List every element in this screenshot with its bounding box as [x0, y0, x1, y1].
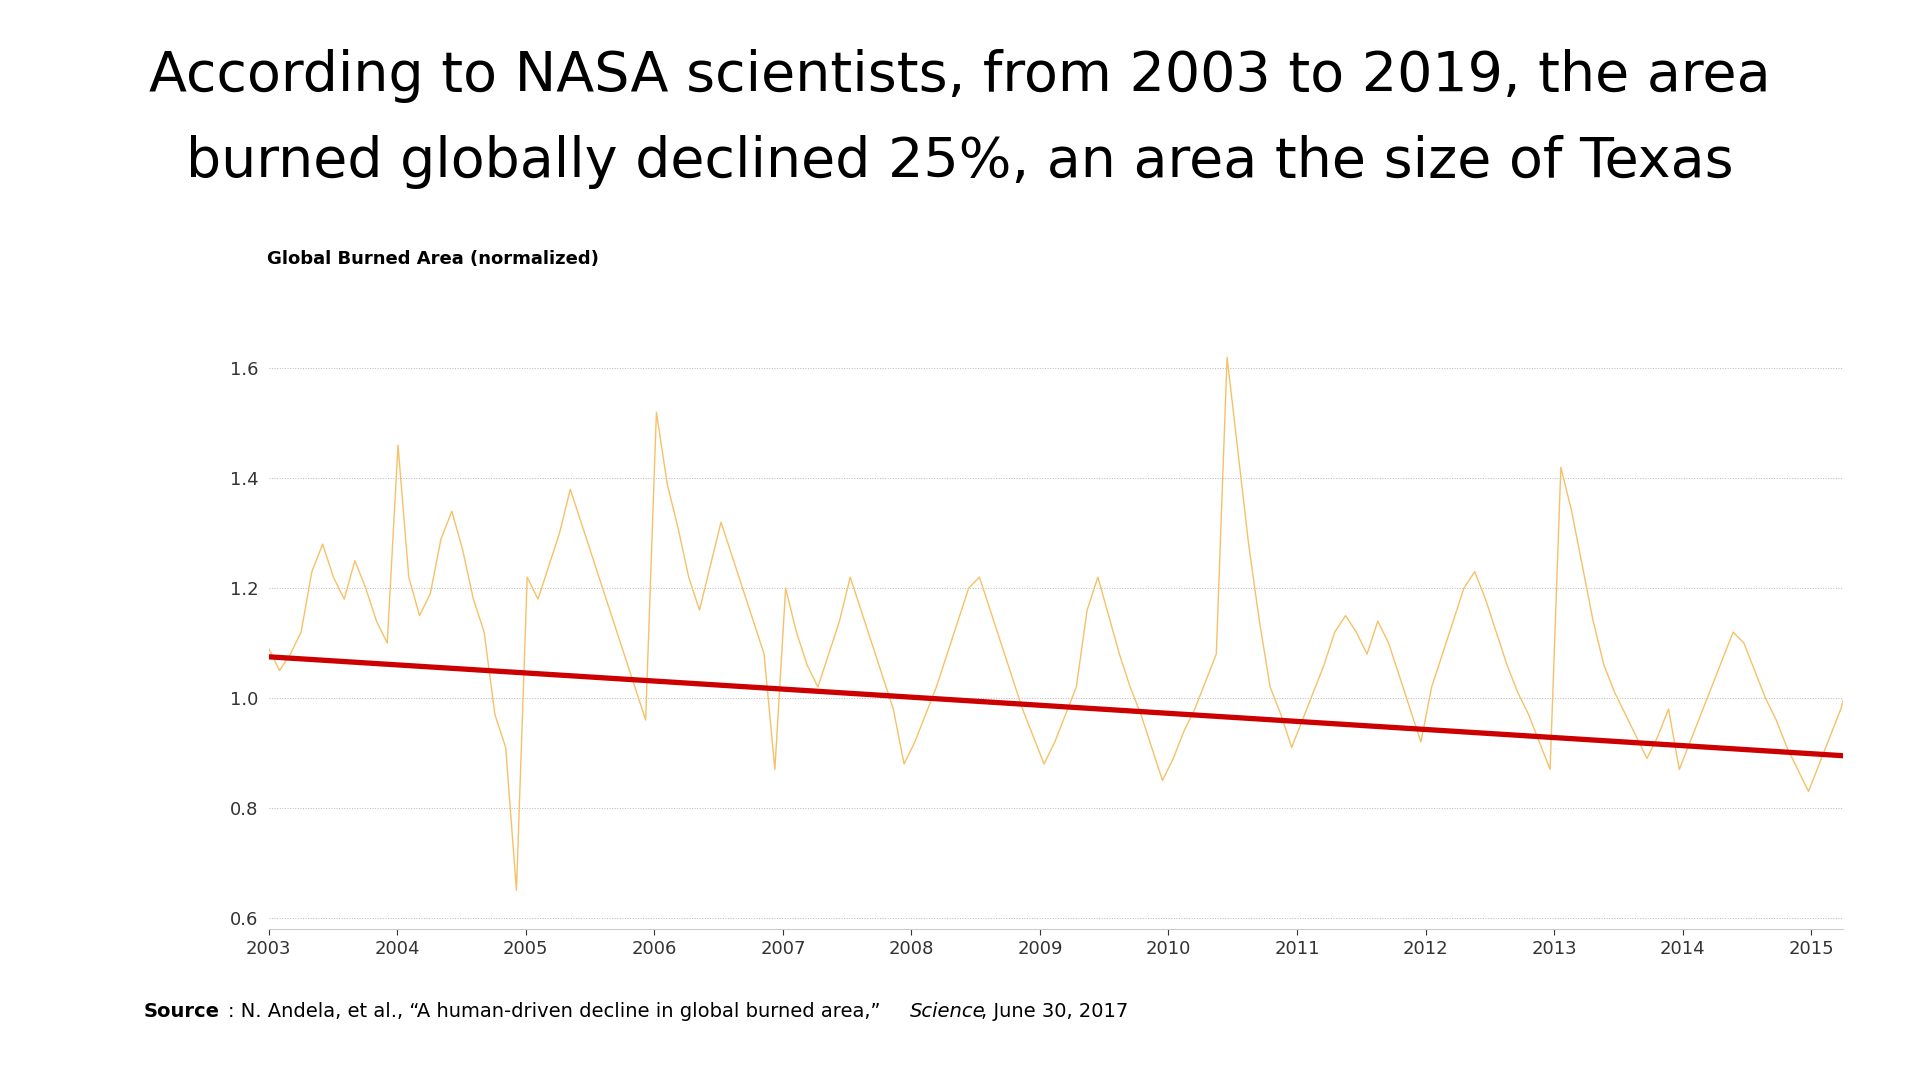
Text: : N. Andela, et al., “A human-driven decline in global burned area,”: : N. Andela, et al., “A human-driven dec…	[228, 1001, 887, 1021]
Text: According to NASA scientists, from 2003 to 2019, the area: According to NASA scientists, from 2003 …	[150, 49, 1770, 103]
Text: Science: Science	[910, 1001, 985, 1021]
Text: Source: Source	[144, 1001, 221, 1021]
Text: burned globally declined 25%, an area the size of Texas: burned globally declined 25%, an area th…	[186, 135, 1734, 189]
Text: , June 30, 2017: , June 30, 2017	[981, 1001, 1129, 1021]
Text: Global Burned Area (normalized): Global Burned Area (normalized)	[267, 249, 599, 268]
